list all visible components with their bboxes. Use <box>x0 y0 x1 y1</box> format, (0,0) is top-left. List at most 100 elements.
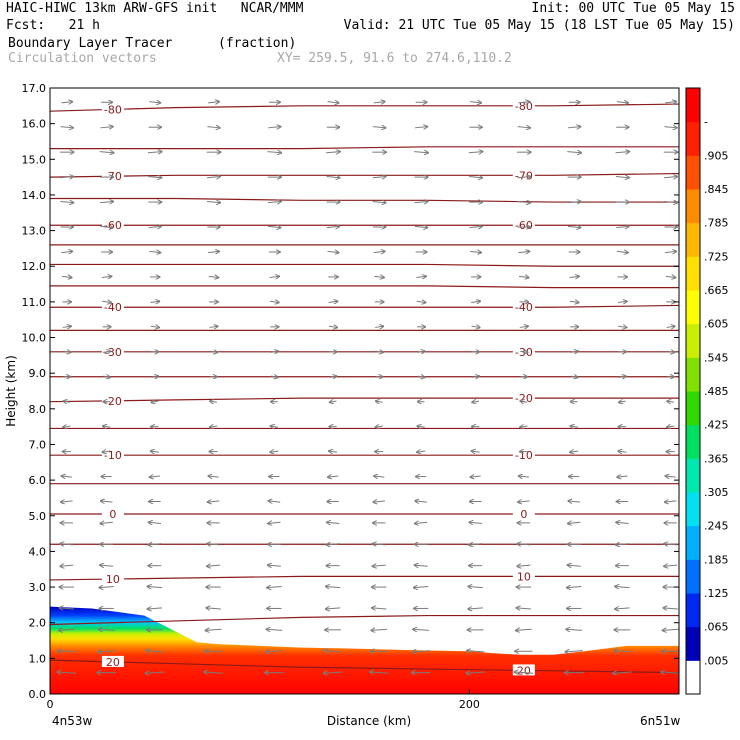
circulation-vector <box>468 152 483 153</box>
circulation-vector <box>61 251 72 252</box>
contour-label: 20 <box>106 656 120 669</box>
circulation-vector <box>101 501 113 502</box>
circulation-vector <box>326 226 339 227</box>
colorbar-swatch <box>686 525 700 560</box>
circulation-vector <box>517 544 531 545</box>
circulation-vector <box>373 501 386 502</box>
contour-label: -70 <box>515 169 533 182</box>
circulation-vector <box>374 276 384 277</box>
circulation-vector <box>57 672 77 673</box>
circulation-vector <box>414 152 428 153</box>
circulation-vector <box>417 426 425 427</box>
circulation-vector <box>664 177 677 178</box>
circulation-vector <box>415 565 428 566</box>
circulation-vector <box>204 672 223 673</box>
x-axis: 0 200 <box>47 689 480 711</box>
contour-label: -80 <box>104 103 122 116</box>
circulation-vector <box>470 251 481 252</box>
circulation-vector <box>372 177 386 178</box>
contour-label: 0 <box>520 508 527 521</box>
circulation-vector <box>327 251 339 252</box>
circulation-vector <box>207 127 219 128</box>
circulation-vector <box>102 351 110 352</box>
colorbar-swatch <box>686 559 700 594</box>
contour-label-bg <box>101 301 124 313</box>
circulation-vector <box>268 565 281 566</box>
circulation-vector <box>416 301 426 302</box>
circulation-vector <box>326 586 341 587</box>
circulation-vector <box>148 586 163 587</box>
circulation-vector <box>268 226 280 227</box>
circulation-vector <box>415 522 428 523</box>
contour-label: 20 <box>517 664 531 677</box>
y-tick-label: 1.0 <box>29 652 47 665</box>
colorbar-label: .425 <box>704 419 729 432</box>
circulation-vector <box>616 251 628 252</box>
circulation-vector <box>328 476 339 477</box>
circulation-vector <box>150 326 159 327</box>
circulation-vector <box>614 651 632 652</box>
circulation-vector <box>373 565 386 566</box>
circulation-vector <box>470 102 481 103</box>
circulation-vector <box>416 276 426 277</box>
y-tick-label: 5.0 <box>29 510 47 523</box>
temperature-contours: -80 -80-70 -70-60 -60-40 -40-30 -30-20 -20-10-… <box>50 99 679 677</box>
circulation-vector <box>666 476 676 477</box>
circulation-vector <box>60 565 74 566</box>
circulation-vector <box>374 476 385 477</box>
circulation-vector <box>60 177 73 178</box>
circulation-vector <box>518 251 529 252</box>
y-tick-label: 3.0 <box>29 581 47 594</box>
contour-label-bg <box>101 507 124 519</box>
circulation-vector <box>372 127 385 128</box>
circulation-vector <box>667 401 675 402</box>
circulation-vector <box>569 276 579 277</box>
circulation-vector <box>63 426 71 427</box>
circulation-vector <box>467 651 485 652</box>
circulation-vector <box>568 522 581 523</box>
circulation-vector <box>324 672 343 673</box>
circulation-vector <box>520 401 528 402</box>
colorbar-swatch <box>686 189 700 224</box>
contour-label-bg <box>101 103 124 115</box>
contour-label-bg <box>101 449 124 461</box>
x-tick-label: 200 <box>459 698 480 711</box>
circulation-vector <box>567 226 580 227</box>
y-axis: 0.0 1.0 2.0 3.0 4.0 5.0 6.0 7.0 8.0 9.0 10.0 11.0 12… <box>22 82 679 701</box>
circulation-vector <box>210 401 217 402</box>
circulation-vector <box>375 326 383 327</box>
colorbar: .005 .065 .125 .185 .245 .305 .365 .425 .485 .545… <box>685 87 729 695</box>
circulation-vector <box>616 102 628 103</box>
circulation-vector <box>666 326 675 327</box>
circulation-vector <box>149 102 160 103</box>
circulation-vector <box>472 376 479 377</box>
circulation-vector <box>62 476 72 477</box>
circulation-vector <box>268 522 281 523</box>
circulation-vector <box>663 629 679 630</box>
circulation-vector <box>269 501 281 502</box>
contour-label-bg <box>512 99 535 111</box>
field-name: Boundary Layer Tracer <box>8 36 173 51</box>
circulation-vector <box>100 201 113 202</box>
temperature-contour-line <box>50 304 679 308</box>
contour-label: 0 <box>109 508 116 521</box>
circulation-vector <box>327 522 340 523</box>
circulation-vector <box>519 326 528 327</box>
circulation-vector <box>59 629 75 630</box>
temperature-contour-line <box>50 575 679 581</box>
circulation-vector <box>149 251 160 252</box>
circulation-vector <box>148 226 161 227</box>
circulation-vector <box>146 672 165 673</box>
circulation-vector <box>370 672 389 673</box>
circulation-vector <box>520 351 527 352</box>
circulation-vector <box>206 629 222 630</box>
header-forecast-hour: Fcst: 21 h <box>6 18 100 33</box>
circulation-vector <box>617 476 628 477</box>
colorbar-label: .485 <box>704 385 729 398</box>
colorbar-swatch <box>686 222 700 257</box>
circulation-vector <box>469 226 481 227</box>
temperature-contour-line <box>50 103 679 112</box>
circulation-vector <box>60 544 74 545</box>
x-tick-label: 0 <box>47 698 54 711</box>
colorbar-label: .185 <box>704 553 729 566</box>
